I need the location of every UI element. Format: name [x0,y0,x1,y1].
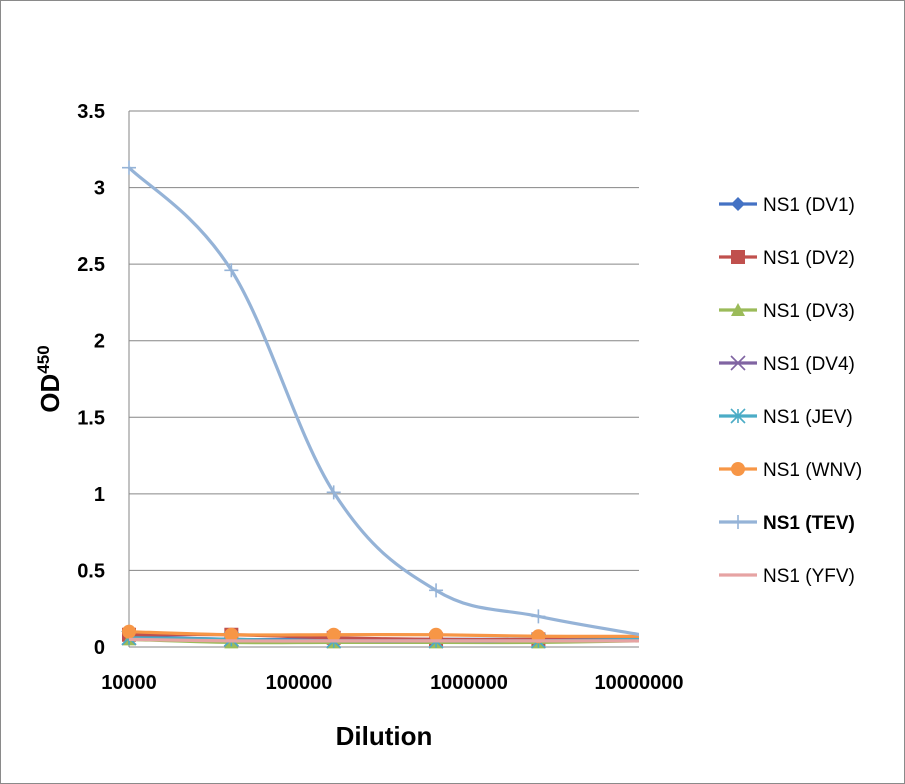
y-tick-label: 2.5 [77,254,105,276]
legend-item: NS1 (WNV) [719,460,862,481]
legend-item: NS1 (TEV) [719,513,855,534]
legend: NS1 (DV1) NS1 (DV2) NS1 (DV3) NS1 (DV4) NS1 … [719,195,862,587]
x-tick-label: 10000 [101,672,157,694]
legend-marker [731,462,745,476]
y-tick-label: 0.5 [77,560,105,582]
legend-marker [731,515,745,529]
legend-marker [731,250,745,264]
y-tick-label: 1.5 [77,407,105,429]
gridlines [129,110,639,571]
legend-label: NS1 (DV3) [763,301,855,322]
data-point [122,160,136,175]
series-ns1-tev [122,160,639,637]
legend-item: NS1 (YFV) [719,566,855,587]
y-tick-label: 2 [94,331,105,353]
legend-label: NS1 (TEV) [763,513,855,534]
legend-item: NS1 (DV3) [719,301,855,322]
legend-label: NS1 (YFV) [763,566,855,587]
x-tick-label: 10000000 [595,672,684,694]
axes [128,111,639,648]
data-point [429,627,444,642]
legend-item: NS1 (DV2) [719,248,855,269]
series-line [128,630,639,639]
series-ns1-yfv [128,637,639,643]
data-point [531,609,546,624]
y-axis-title-group: OD450 [34,345,65,412]
y-axis-title: OD450 [34,345,65,412]
series-group [121,160,639,649]
legend-marker [731,197,745,211]
legend-label: NS1 (JEV) [763,407,853,428]
series-ns1-wnv [122,624,639,644]
data-point [224,263,239,278]
y-tick-label: 3.5 [77,101,105,123]
x-axis-title: Dilution [336,721,433,751]
x-tick-label: 100000 [266,672,333,694]
data-point [122,624,136,639]
data-point [326,485,341,500]
y-axis-title-superscript: 450 [34,345,53,373]
data-point [429,583,444,598]
y-axis-title-main: OD [35,374,65,413]
data-point [326,627,341,642]
legend-label: NS1 (DV2) [763,248,855,269]
legend-marker [730,408,746,424]
legend-marker [731,303,745,316]
data-point [224,627,239,642]
legend-item: NS1 (DV4) [719,354,855,375]
legend-item: NS1 (JEV) [719,407,853,428]
legend-label: NS1 (DV4) [763,354,855,375]
y-tick-label: 3 [94,178,105,200]
legend-label: NS1 (DV1) [763,195,855,216]
legend-marker [730,355,746,371]
x-tick-label: 1000000 [430,672,508,694]
series-line [128,637,639,643]
legend-item: NS1 (DV1) [719,195,855,216]
tick-labels: 0 0.5 1 1.5 2 2.5 3 3.5 10000 100000 1000000 100000… [77,101,683,694]
series-line [127,166,639,637]
y-tick-label: 1 [94,484,105,506]
y-tick-label: 0 [94,637,105,659]
legend-label: NS1 (WNV) [763,460,862,481]
